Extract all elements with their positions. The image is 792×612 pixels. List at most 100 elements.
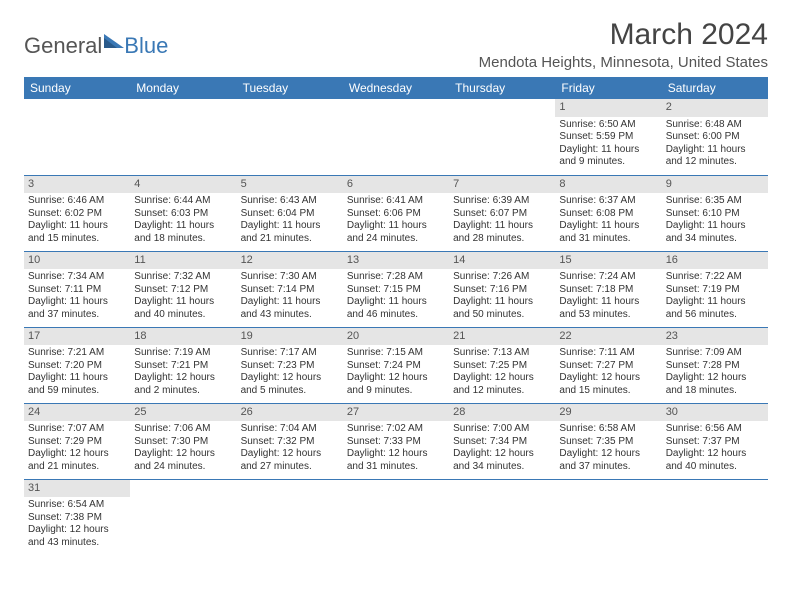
day-number: 26 xyxy=(237,404,343,422)
daylight-text: Daylight: 12 hours and 21 minutes. xyxy=(28,448,126,473)
calendar-cell: 9Sunrise: 6:35 AMSunset: 6:10 PMDaylight… xyxy=(662,175,768,251)
sunrise-text: Sunrise: 7:22 AM xyxy=(666,271,764,284)
day-number: 2 xyxy=(662,99,768,117)
day-number: 1 xyxy=(555,99,661,117)
sunrise-text: Sunrise: 6:58 AM xyxy=(559,423,657,436)
day-number: 31 xyxy=(24,480,130,498)
day-number: 15 xyxy=(555,252,661,270)
daylight-text: Daylight: 12 hours and 34 minutes. xyxy=(453,448,551,473)
sunrise-text: Sunrise: 6:50 AM xyxy=(559,119,657,132)
daylight-text: Daylight: 12 hours and 9 minutes. xyxy=(347,372,445,397)
daylight-text: Daylight: 11 hours and 46 minutes. xyxy=(347,296,445,321)
logo-text-2: Blue xyxy=(124,33,168,59)
sunset-text: Sunset: 6:04 PM xyxy=(241,208,339,221)
day-number: 30 xyxy=(662,404,768,422)
sunrise-text: Sunrise: 6:48 AM xyxy=(666,119,764,132)
sunrise-text: Sunrise: 7:34 AM xyxy=(28,271,126,284)
sunrise-text: Sunrise: 7:32 AM xyxy=(134,271,232,284)
calendar-cell: 2Sunrise: 6:48 AMSunset: 6:00 PMDaylight… xyxy=(662,99,768,175)
sunrise-text: Sunrise: 7:02 AM xyxy=(347,423,445,436)
calendar-table: SundayMondayTuesdayWednesdayThursdayFrid… xyxy=(24,77,768,555)
calendar-cell: 28Sunrise: 7:00 AMSunset: 7:34 PMDayligh… xyxy=(449,403,555,479)
calendar-cell: 20Sunrise: 7:15 AMSunset: 7:24 PMDayligh… xyxy=(343,327,449,403)
sunset-text: Sunset: 7:24 PM xyxy=(347,360,445,373)
sunrise-text: Sunrise: 7:06 AM xyxy=(134,423,232,436)
calendar-cell: 16Sunrise: 7:22 AMSunset: 7:19 PMDayligh… xyxy=(662,251,768,327)
sunset-text: Sunset: 7:21 PM xyxy=(134,360,232,373)
daylight-text: Daylight: 12 hours and 40 minutes. xyxy=(666,448,764,473)
sunset-text: Sunset: 7:34 PM xyxy=(453,436,551,449)
day-number: 3 xyxy=(24,176,130,194)
daylight-text: Daylight: 12 hours and 37 minutes. xyxy=(559,448,657,473)
sunset-text: Sunset: 7:18 PM xyxy=(559,284,657,297)
day-number: 5 xyxy=(237,176,343,194)
sunset-text: Sunset: 6:07 PM xyxy=(453,208,551,221)
sunset-text: Sunset: 6:02 PM xyxy=(28,208,126,221)
calendar-cell xyxy=(24,99,130,175)
calendar-cell: 30Sunrise: 6:56 AMSunset: 7:37 PMDayligh… xyxy=(662,403,768,479)
sunset-text: Sunset: 6:03 PM xyxy=(134,208,232,221)
calendar-cell xyxy=(237,99,343,175)
sunset-text: Sunset: 6:00 PM xyxy=(666,131,764,144)
sunset-text: Sunset: 7:16 PM xyxy=(453,284,551,297)
sunrise-text: Sunrise: 6:35 AM xyxy=(666,195,764,208)
daylight-text: Daylight: 12 hours and 12 minutes. xyxy=(453,372,551,397)
calendar-cell: 27Sunrise: 7:02 AMSunset: 7:33 PMDayligh… xyxy=(343,403,449,479)
sunset-text: Sunset: 7:32 PM xyxy=(241,436,339,449)
daylight-text: Daylight: 12 hours and 27 minutes. xyxy=(241,448,339,473)
header: General Blue March 2024 Mendota Heights,… xyxy=(24,18,768,71)
day-number: 21 xyxy=(449,328,555,346)
daylight-text: Daylight: 12 hours and 2 minutes. xyxy=(134,372,232,397)
calendar-cell: 31Sunrise: 6:54 AMSunset: 7:38 PMDayligh… xyxy=(24,479,130,555)
day-number: 9 xyxy=(662,176,768,194)
daylight-text: Daylight: 11 hours and 53 minutes. xyxy=(559,296,657,321)
location-subtitle: Mendota Heights, Minnesota, United State… xyxy=(479,54,768,71)
sunset-text: Sunset: 7:14 PM xyxy=(241,284,339,297)
sunrise-text: Sunrise: 6:41 AM xyxy=(347,195,445,208)
calendar-cell: 14Sunrise: 7:26 AMSunset: 7:16 PMDayligh… xyxy=(449,251,555,327)
calendar-cell: 15Sunrise: 7:24 AMSunset: 7:18 PMDayligh… xyxy=(555,251,661,327)
daylight-text: Daylight: 11 hours and 37 minutes. xyxy=(28,296,126,321)
sunset-text: Sunset: 7:38 PM xyxy=(28,512,126,525)
sunset-text: Sunset: 6:10 PM xyxy=(666,208,764,221)
page-title: March 2024 xyxy=(479,18,768,52)
sunset-text: Sunset: 7:23 PM xyxy=(241,360,339,373)
calendar-cell: 21Sunrise: 7:13 AMSunset: 7:25 PMDayligh… xyxy=(449,327,555,403)
daylight-text: Daylight: 11 hours and 31 minutes. xyxy=(559,220,657,245)
calendar-cell: 11Sunrise: 7:32 AMSunset: 7:12 PMDayligh… xyxy=(130,251,236,327)
calendar-cell: 10Sunrise: 7:34 AMSunset: 7:11 PMDayligh… xyxy=(24,251,130,327)
day-number: 19 xyxy=(237,328,343,346)
calendar-cell: 7Sunrise: 6:39 AMSunset: 6:07 PMDaylight… xyxy=(449,175,555,251)
calendar-cell: 18Sunrise: 7:19 AMSunset: 7:21 PMDayligh… xyxy=(130,327,236,403)
daylight-text: Daylight: 11 hours and 15 minutes. xyxy=(28,220,126,245)
sunset-text: Sunset: 7:12 PM xyxy=(134,284,232,297)
daylight-text: Daylight: 12 hours and 43 minutes. xyxy=(28,524,126,549)
day-number: 18 xyxy=(130,328,236,346)
day-number: 24 xyxy=(24,404,130,422)
day-number: 17 xyxy=(24,328,130,346)
daylight-text: Daylight: 11 hours and 56 minutes. xyxy=(666,296,764,321)
calendar-cell xyxy=(343,99,449,175)
daylight-text: Daylight: 11 hours and 43 minutes. xyxy=(241,296,339,321)
calendar-cell: 24Sunrise: 7:07 AMSunset: 7:29 PMDayligh… xyxy=(24,403,130,479)
calendar-cell xyxy=(237,479,343,555)
sunrise-text: Sunrise: 7:00 AM xyxy=(453,423,551,436)
sunrise-text: Sunrise: 7:24 AM xyxy=(559,271,657,284)
calendar-row: 24Sunrise: 7:07 AMSunset: 7:29 PMDayligh… xyxy=(24,403,768,479)
day-number: 25 xyxy=(130,404,236,422)
sunrise-text: Sunrise: 7:13 AM xyxy=(453,347,551,360)
sunset-text: Sunset: 7:25 PM xyxy=(453,360,551,373)
sunset-text: Sunset: 7:37 PM xyxy=(666,436,764,449)
calendar-row: 3Sunrise: 6:46 AMSunset: 6:02 PMDaylight… xyxy=(24,175,768,251)
calendar-cell: 1Sunrise: 6:50 AMSunset: 5:59 PMDaylight… xyxy=(555,99,661,175)
logo-text-1: General xyxy=(24,33,102,59)
sunrise-text: Sunrise: 7:11 AM xyxy=(559,347,657,360)
sunset-text: Sunset: 7:30 PM xyxy=(134,436,232,449)
sunrise-text: Sunrise: 7:19 AM xyxy=(134,347,232,360)
calendar-cell xyxy=(449,99,555,175)
day-number: 7 xyxy=(449,176,555,194)
day-number: 16 xyxy=(662,252,768,270)
day-number: 4 xyxy=(130,176,236,194)
calendar-cell: 13Sunrise: 7:28 AMSunset: 7:15 PMDayligh… xyxy=(343,251,449,327)
sunrise-text: Sunrise: 7:07 AM xyxy=(28,423,126,436)
